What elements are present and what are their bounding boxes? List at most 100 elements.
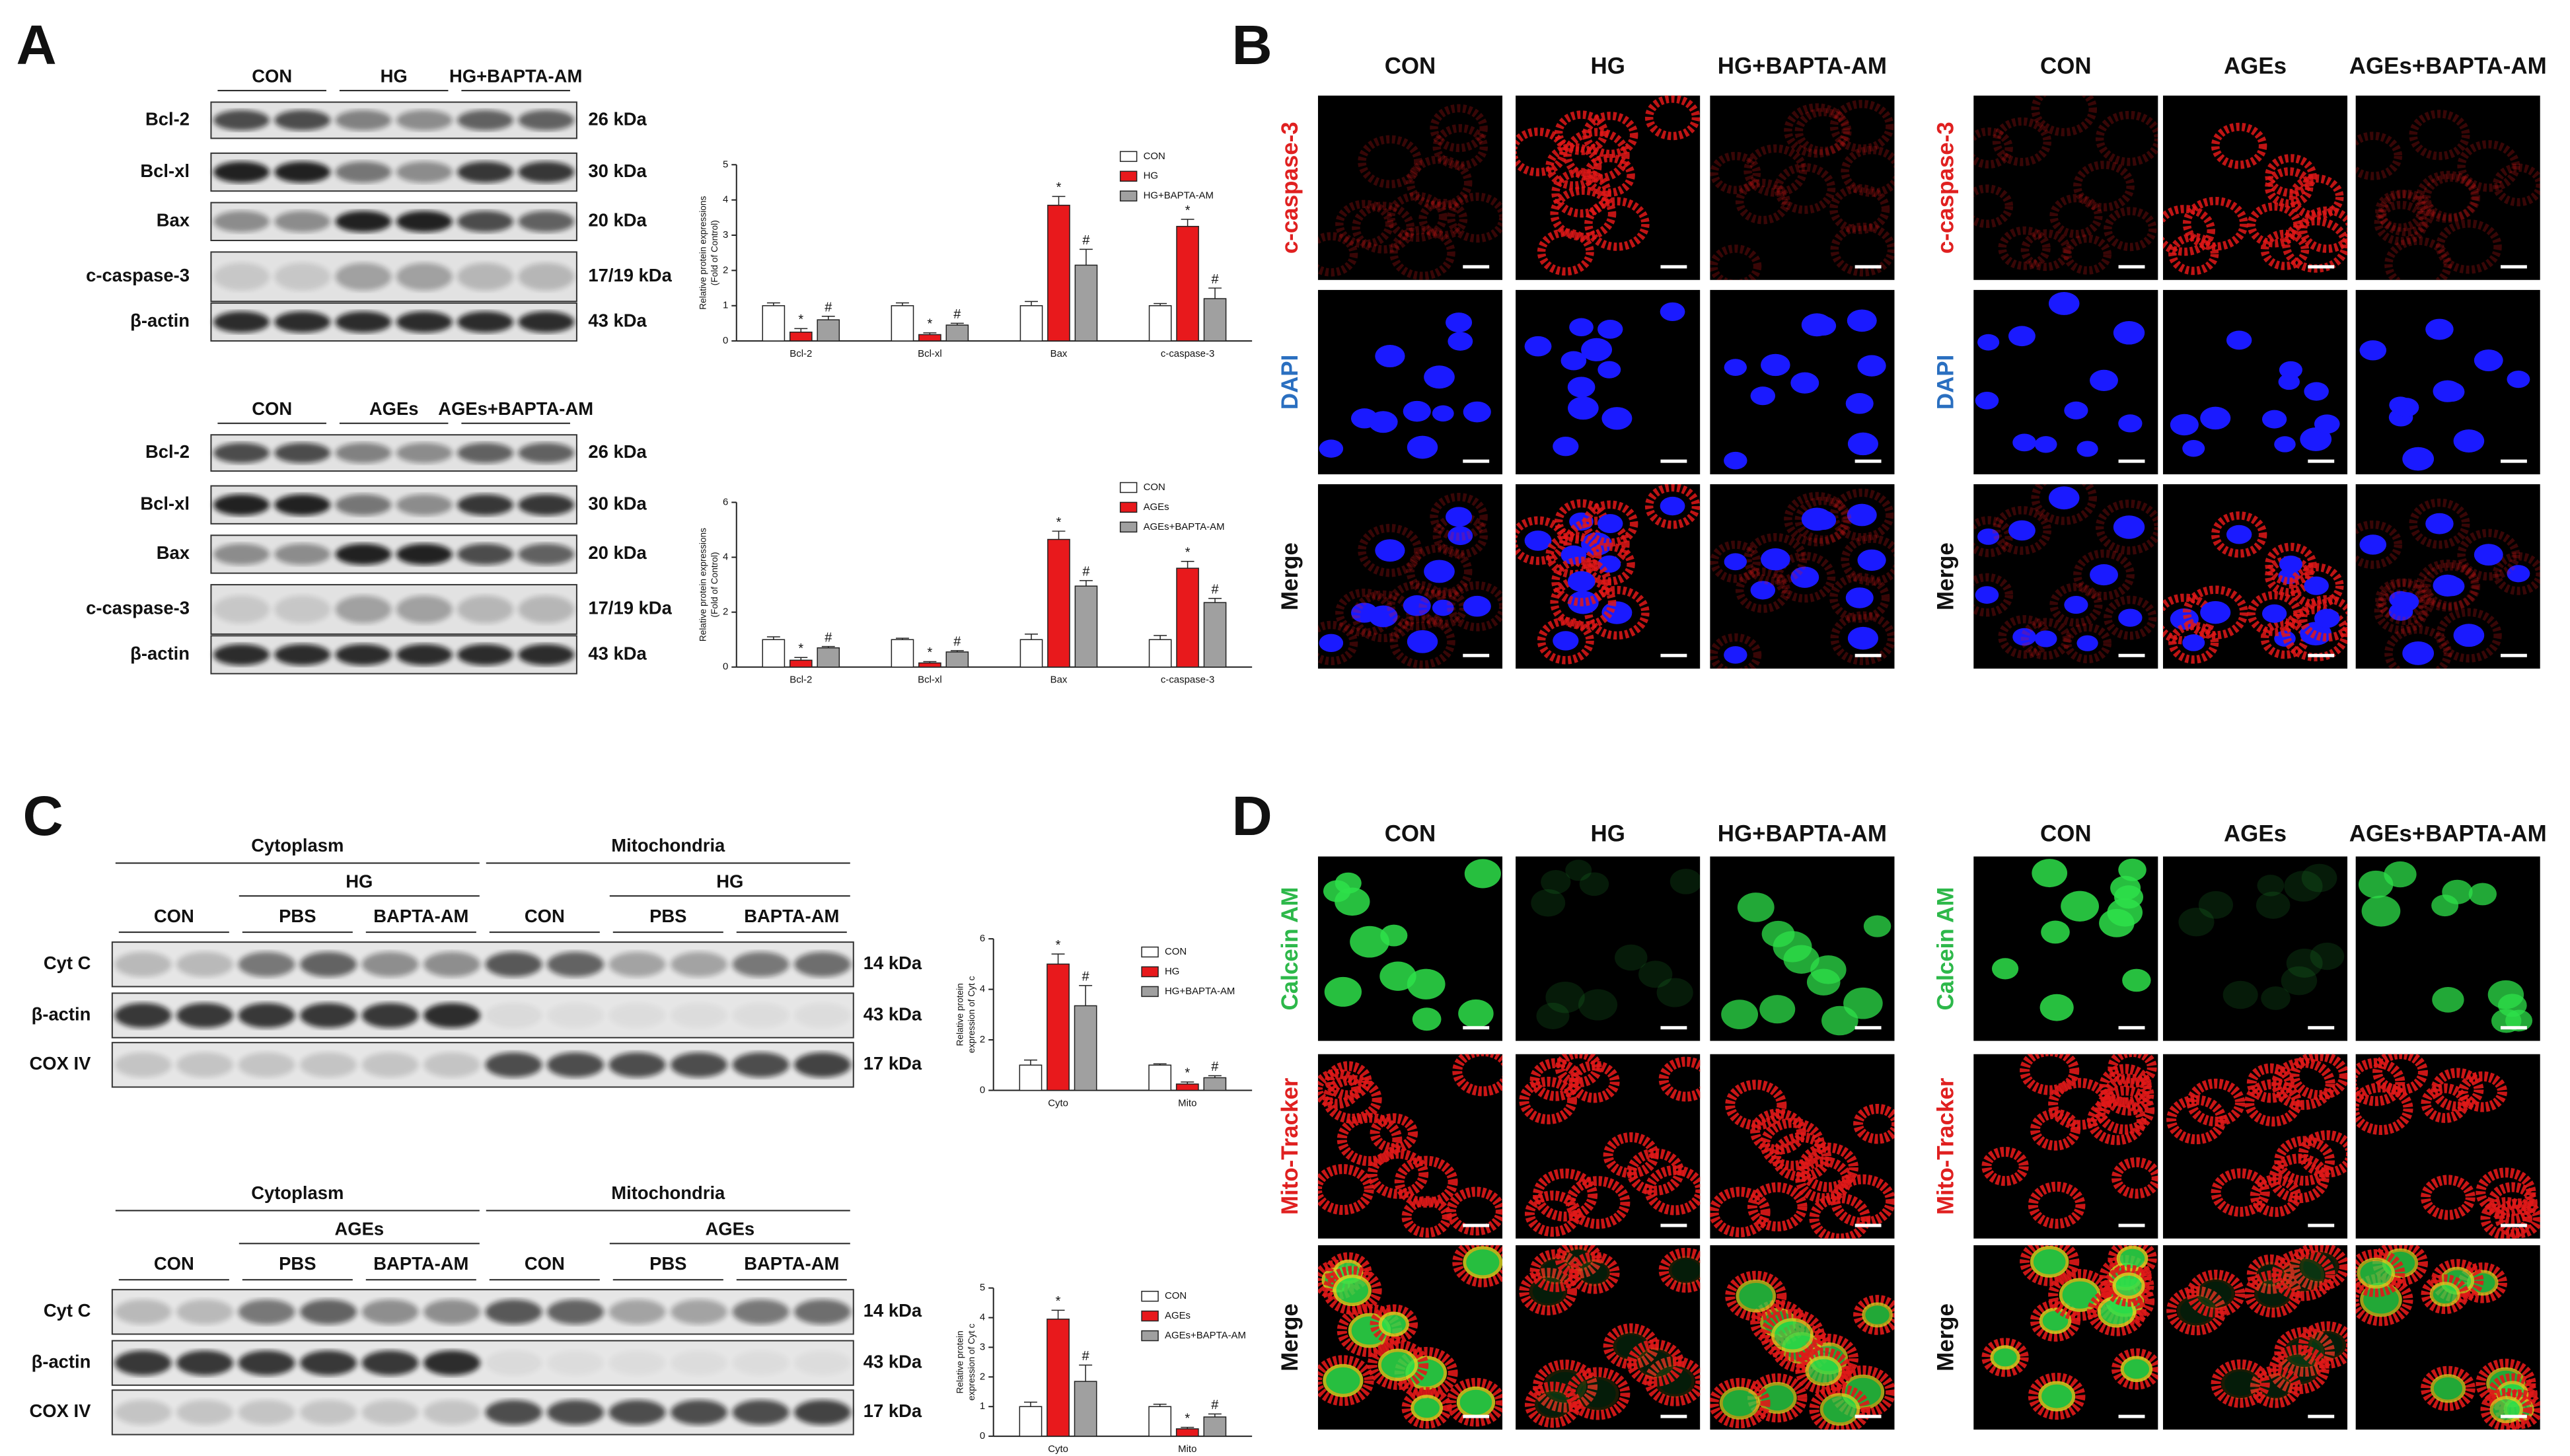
bar <box>891 639 914 668</box>
cytoplasm-stain <box>1446 581 1503 632</box>
cytoplasm-stain <box>2211 122 2267 169</box>
lane-label: HG+BAPTA-AM <box>449 65 582 86</box>
panel-label: D <box>1232 784 1272 847</box>
cytoplasm-stain <box>2031 484 2098 525</box>
image-background <box>2162 856 2348 1041</box>
mitochondria-stain <box>2298 1130 2348 1178</box>
micrograph <box>1710 95 1895 280</box>
blot-band <box>213 161 270 183</box>
blot-band <box>335 311 392 333</box>
cytoplasm-stain <box>1973 573 2014 617</box>
blot-band <box>671 1052 728 1077</box>
cytoplasm-stain <box>2031 95 2098 137</box>
blot-band <box>114 1350 172 1375</box>
nucleus <box>2279 555 2302 573</box>
size-label: 43 kDa <box>863 1351 922 1371</box>
error-bar <box>1208 1075 1222 1078</box>
nucleus <box>1761 353 1790 377</box>
calcein-stain <box>2032 859 2068 888</box>
blot-band <box>608 951 666 977</box>
error-bar <box>1079 1364 1093 1382</box>
mitochondria-stain <box>1452 1054 1503 1097</box>
x-tick-label: Mito <box>1178 1443 1196 1455</box>
size-label: 43 kDa <box>863 1003 922 1024</box>
significance-mark: * <box>1185 203 1191 218</box>
cytoplasm-stain <box>2492 552 2540 595</box>
blot-band <box>518 543 575 565</box>
mitochondria-stain <box>2274 1136 2335 1186</box>
blot-strip <box>210 534 577 574</box>
calcein-stain <box>1463 1246 1503 1279</box>
calcein-stain <box>2097 1295 2137 1328</box>
bar <box>1046 963 1070 1091</box>
lane-label: HG <box>381 65 408 86</box>
cytoplasm-stain <box>1735 178 1790 225</box>
blot-band <box>300 951 357 977</box>
error-bar <box>794 657 808 661</box>
nucleus <box>1560 545 1587 565</box>
calcein-stain <box>1534 1389 1571 1420</box>
cytoplasm-stain <box>1582 500 1638 547</box>
nucleus <box>1553 437 1579 456</box>
calcein-stain <box>2061 891 2100 922</box>
blot-strip <box>210 201 577 242</box>
nucleus <box>1432 599 1454 616</box>
cytoplasm-stain <box>1406 544 1473 599</box>
mitochondria-stain <box>1760 1118 1825 1171</box>
blot-band <box>335 211 392 233</box>
blot-strip <box>210 152 577 192</box>
nucleus <box>1524 530 1552 551</box>
calcein-stain <box>1737 892 1775 922</box>
nucleus <box>2402 447 2435 471</box>
cytoplasm-stain <box>2260 229 2310 270</box>
calcein-stain <box>1565 859 1592 881</box>
cytoplasm-stain <box>1551 168 1611 218</box>
legend-label: AGEs <box>1165 1310 1191 1321</box>
image-background <box>1973 289 2158 475</box>
nucleus <box>1975 392 1999 410</box>
calcein-stain <box>2112 1272 2145 1299</box>
nucleus <box>1601 407 1633 430</box>
cytoplasm-stain <box>1582 112 1638 159</box>
micrograph <box>1317 484 1503 669</box>
blot-band <box>335 443 392 463</box>
calcein-stain <box>1771 1318 1814 1353</box>
error-bar <box>1051 953 1065 965</box>
error-bar <box>1154 635 1167 640</box>
protein-label: Bcl-xl <box>140 161 190 181</box>
mitochondria-stain <box>2086 1096 2147 1146</box>
nucleus <box>2182 439 2205 457</box>
mitochondria-stain <box>1322 1266 1382 1315</box>
mitochondria-stain <box>2111 1157 2158 1199</box>
nucleus <box>2226 330 2252 350</box>
blot-band <box>396 110 453 131</box>
compartment-label: Mitochondria <box>611 1183 725 1203</box>
micrograph <box>2162 1054 2348 1239</box>
cytoplasm-stain <box>1992 506 2052 555</box>
cytoplasm-stain <box>1784 491 1851 547</box>
mitochondria-stain <box>2028 1181 2086 1229</box>
nucleus <box>1424 560 1455 583</box>
blot-band <box>457 211 513 233</box>
legend-swatch <box>1119 151 1138 163</box>
calcein-stain <box>1335 887 1370 916</box>
mitochondria-stain <box>1519 1076 1578 1124</box>
nucleus <box>1368 411 1398 433</box>
mitochondria-stain <box>2095 1085 2155 1135</box>
blot-band <box>732 1400 789 1425</box>
blot-band <box>485 951 542 977</box>
micrograph <box>1973 95 2158 280</box>
bar <box>1203 1077 1227 1091</box>
error-bar <box>1080 580 1093 587</box>
cytoplasm-stain <box>2095 499 2158 555</box>
mitochondria-stain <box>2476 1167 2536 1218</box>
cytoplasm-stain <box>1710 633 1762 669</box>
lane-label: PBS <box>279 1253 316 1274</box>
lane-label: CON <box>525 1253 565 1274</box>
calcein-stain <box>1670 869 1701 894</box>
y-axis-label: expression of Cyt c <box>967 976 976 1053</box>
blot-band <box>361 1400 419 1425</box>
mitochondria-stain <box>2355 1273 2413 1327</box>
legend-label: AGEs <box>1144 501 1169 513</box>
